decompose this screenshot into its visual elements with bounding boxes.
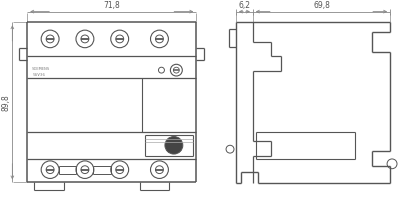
Text: 71,8: 71,8 (103, 1, 120, 10)
Text: 5SV36: 5SV36 (32, 73, 45, 77)
Text: 6,2: 6,2 (238, 1, 250, 10)
Text: 69,8: 69,8 (313, 1, 330, 10)
Text: 89,8: 89,8 (2, 94, 11, 111)
Circle shape (165, 137, 183, 154)
Text: SIEMENS: SIEMENS (32, 67, 51, 71)
